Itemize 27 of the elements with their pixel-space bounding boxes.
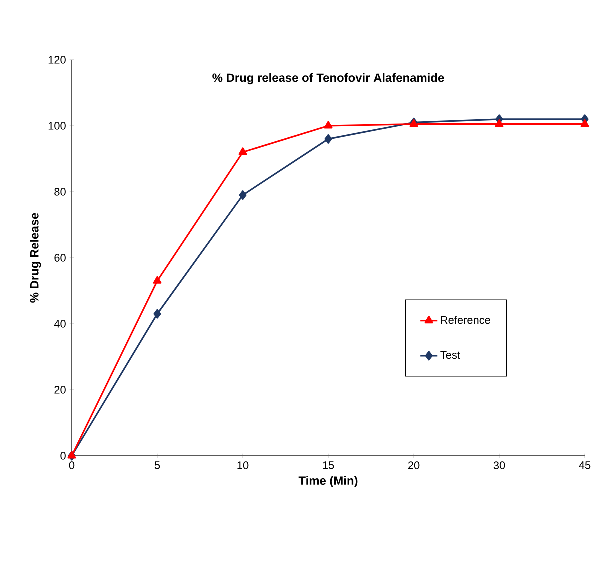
point xyxy=(324,121,333,129)
y-tick-label: 20 xyxy=(54,386,66,394)
x-axis-title: Time (Min) xyxy=(298,476,358,488)
y-tick-label: 120 xyxy=(48,56,66,64)
y-tick-label: 40 xyxy=(54,320,66,328)
x-tick-label: 45 xyxy=(579,462,591,470)
point xyxy=(153,276,162,284)
x-tick-label: 5 xyxy=(154,462,160,470)
point xyxy=(495,120,504,128)
x-tick-label: 10 xyxy=(238,462,249,470)
y-tick-label: 0 xyxy=(60,452,66,460)
point xyxy=(239,190,247,200)
x-tick-label: 15 xyxy=(323,462,334,470)
text: % Drug release of Tenofovir Alafenamide xyxy=(212,73,444,85)
y-tick-label: 60 xyxy=(54,254,66,262)
legend-label: Reference xyxy=(441,316,490,324)
x-tick-label: 20 xyxy=(408,462,420,470)
legend-label: Test xyxy=(440,351,460,360)
x-tick-label: 0 xyxy=(69,462,75,470)
y-axis-title: % Drug Release xyxy=(30,213,42,303)
point xyxy=(324,134,332,144)
point xyxy=(154,309,162,319)
y-tick-label: 100 xyxy=(48,122,66,130)
y-tick-label: 80 xyxy=(54,188,66,196)
point xyxy=(580,120,590,128)
x-tick-label: 30 xyxy=(494,462,506,470)
point xyxy=(238,148,248,156)
